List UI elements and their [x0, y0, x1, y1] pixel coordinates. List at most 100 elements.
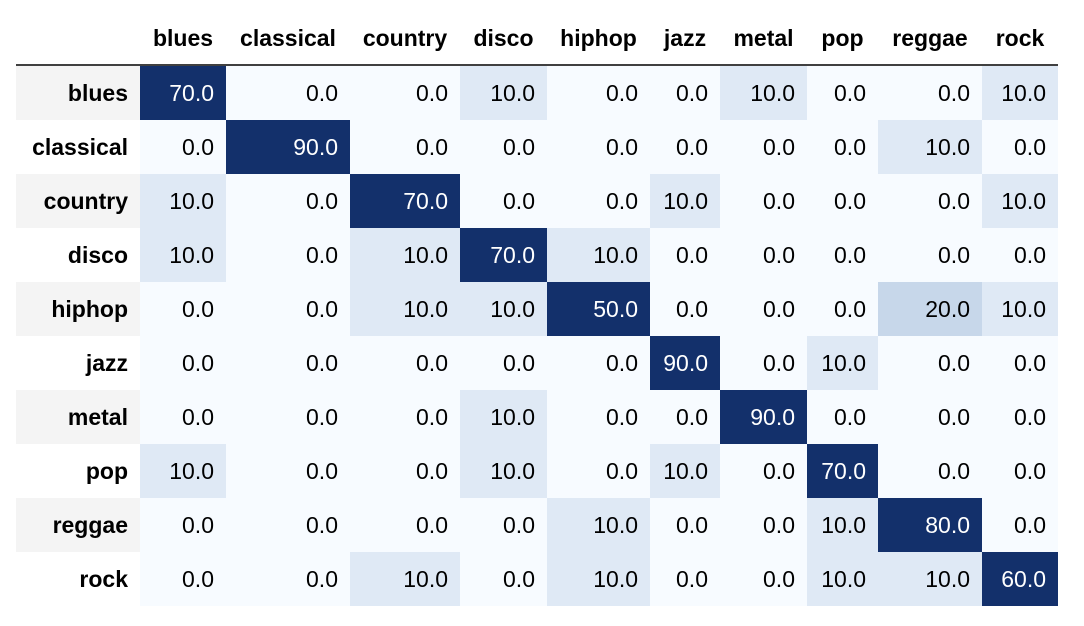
heatmap-cell-pop-blues [140, 444, 226, 498]
cell-value-label: 0.0 [182, 566, 214, 592]
row-label-jazz: jazz [85, 350, 128, 376]
heatmap-cell-classical-jazz [650, 120, 720, 174]
cell-value-label: 10.0 [593, 566, 638, 592]
heatmap-cell-pop-hiphop [547, 444, 650, 498]
cell-value-label: 10.0 [169, 458, 214, 484]
heatmap-cell-blues-reggae [878, 66, 982, 120]
cell-value-label: 0.0 [938, 242, 970, 268]
cell-value-label: 10.0 [750, 80, 795, 106]
cell-value-label: 10.0 [403, 566, 448, 592]
cell-value-label: 0.0 [676, 242, 708, 268]
heatmap-cell-jazz-metal [720, 336, 807, 390]
cell-value-label: 0.0 [834, 242, 866, 268]
cell-value-label: 0.0 [763, 512, 795, 538]
cell-value-label: 10.0 [821, 512, 866, 538]
cell-value-label: 0.0 [763, 566, 795, 592]
cell-value-label: 0.0 [676, 512, 708, 538]
cell-value-label: 70.0 [403, 188, 448, 214]
heatmap-cell-disco-classical [226, 228, 350, 282]
heatmap-cell-hiphop-pop [807, 282, 878, 336]
heatmap-cell-metal-hiphop [547, 390, 650, 444]
heatmap-cell-country-country [350, 174, 460, 228]
heatmap-cell-rock-disco [460, 552, 547, 606]
cell-value-label: 0.0 [416, 458, 448, 484]
cell-value-label: 0.0 [676, 566, 708, 592]
column-label-pop: pop [821, 25, 863, 51]
heatmap-cell-blues-classical [226, 66, 350, 120]
cell-value-label: 0.0 [606, 458, 638, 484]
heatmap-cell-reggae-blues [140, 498, 226, 552]
heatmap-cell-blues-rock [982, 66, 1058, 120]
heatmap-cell-blues-blues [140, 66, 226, 120]
cell-value-label: 10.0 [593, 242, 638, 268]
heatmap-cell-pop-country [350, 444, 460, 498]
heatmap-cell-classical-rock [982, 120, 1058, 174]
heatmap-cell-reggae-jazz [650, 498, 720, 552]
heatmap-cell-country-classical [226, 174, 350, 228]
heatmap-cell-jazz-country [350, 336, 460, 390]
cell-value-label: 0.0 [676, 134, 708, 160]
cell-value-label: 0.0 [763, 458, 795, 484]
cell-value-label: 0.0 [306, 188, 338, 214]
heatmap-cell-disco-reggae [878, 228, 982, 282]
heatmap-cell-hiphop-metal [720, 282, 807, 336]
heatmap-cell-metal-classical [226, 390, 350, 444]
row-label-band-rock [16, 552, 140, 606]
heatmap-cell-rock-country [350, 552, 460, 606]
heatmap-cell-metal-metal [720, 390, 807, 444]
heatmap-cell-pop-metal [720, 444, 807, 498]
column-label-rock: rock [996, 25, 1045, 51]
heatmap-cell-rock-blues [140, 552, 226, 606]
cell-value-label: 0.0 [306, 566, 338, 592]
heatmap-cell-hiphop-disco [460, 282, 547, 336]
cell-value-label: 10.0 [663, 188, 708, 214]
heatmap-cell-pop-disco [460, 444, 547, 498]
cell-value-label: 0.0 [306, 350, 338, 376]
row-label-reggae: reggae [53, 512, 128, 538]
heatmap-cell-jazz-blues [140, 336, 226, 390]
cell-value-label: 10.0 [403, 296, 448, 322]
cell-value-label: 0.0 [306, 242, 338, 268]
heatmap-cell-disco-jazz [650, 228, 720, 282]
cell-value-label: 10.0 [490, 458, 535, 484]
heatmap-cell-hiphop-blues [140, 282, 226, 336]
cell-value-label: 60.0 [1001, 566, 1046, 592]
cell-value-label: 10.0 [490, 296, 535, 322]
cell-value-label: 10.0 [1001, 296, 1046, 322]
heatmap-cell-hiphop-jazz [650, 282, 720, 336]
cell-value-label: 0.0 [503, 512, 535, 538]
cell-value-label: 10.0 [169, 242, 214, 268]
cell-value-label: 10.0 [821, 566, 866, 592]
cell-value-label: 0.0 [834, 404, 866, 430]
cell-value-label: 0.0 [1014, 242, 1046, 268]
row-label-band-classical [16, 120, 140, 174]
heatmap-cells: 70.0 0.0 0.0 10.0 0.0 0.0 10.0 0.0 0.0 10.0 0.0 90.… [140, 66, 1058, 606]
heatmap-cell-blues-jazz [650, 66, 720, 120]
heatmap-cell-jazz-disco [460, 336, 547, 390]
heatmap-cell-jazz-jazz [650, 336, 720, 390]
heatmap-cell-reggae-country [350, 498, 460, 552]
heatmap-cell-metal-rock [982, 390, 1058, 444]
row-label-hiphop: hiphop [51, 296, 128, 322]
cell-value-label: 0.0 [676, 296, 708, 322]
cell-value-label: 0.0 [416, 404, 448, 430]
heatmap-cell-blues-country [350, 66, 460, 120]
cell-value-label: 0.0 [503, 350, 535, 376]
row-label-metal: metal [68, 404, 128, 430]
heatmap-cell-classical-classical [226, 120, 350, 174]
column-labels: blues classical country disco hiphop jazz meta… [153, 25, 1045, 51]
cell-value-label: 80.0 [925, 512, 970, 538]
heatmap-cell-classical-pop [807, 120, 878, 174]
cell-value-label: 70.0 [490, 242, 535, 268]
row-label-disco: disco [68, 242, 128, 268]
column-label-reggae: reggae [892, 25, 967, 51]
heatmap-cell-disco-hiphop [547, 228, 650, 282]
heatmap-cell-jazz-classical [226, 336, 350, 390]
row-label-band-blues [16, 66, 140, 120]
cell-value-label: 0.0 [306, 296, 338, 322]
cell-value-label: 0.0 [834, 188, 866, 214]
cell-value-label: 0.0 [1014, 458, 1046, 484]
heatmap-cell-reggae-hiphop [547, 498, 650, 552]
cell-value-label: 0.0 [938, 404, 970, 430]
cell-value-label: 0.0 [1014, 404, 1046, 430]
